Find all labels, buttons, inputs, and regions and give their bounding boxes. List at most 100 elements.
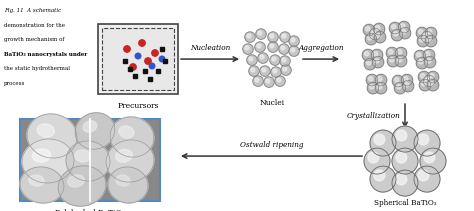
Circle shape — [271, 67, 281, 77]
Ellipse shape — [110, 117, 154, 157]
Circle shape — [281, 65, 291, 75]
Circle shape — [393, 32, 398, 36]
Bar — [143, 69, 147, 73]
Circle shape — [416, 57, 428, 69]
Circle shape — [256, 29, 266, 39]
Circle shape — [370, 130, 396, 156]
Circle shape — [377, 85, 382, 89]
Circle shape — [273, 69, 277, 73]
Circle shape — [277, 78, 281, 82]
Circle shape — [414, 166, 440, 192]
Text: the static hydrothermal: the static hydrothermal — [4, 66, 70, 71]
Circle shape — [370, 166, 396, 192]
Circle shape — [374, 170, 385, 181]
Circle shape — [376, 34, 381, 38]
FancyBboxPatch shape — [20, 119, 160, 201]
Circle shape — [419, 38, 424, 42]
Circle shape — [399, 27, 411, 39]
Circle shape — [427, 79, 439, 91]
Circle shape — [291, 38, 295, 42]
Circle shape — [280, 56, 290, 66]
Bar — [163, 59, 167, 63]
Circle shape — [249, 57, 253, 61]
Circle shape — [366, 74, 378, 86]
Text: growth mechanism of: growth mechanism of — [4, 37, 64, 42]
Bar — [128, 67, 132, 71]
Circle shape — [391, 29, 403, 41]
Circle shape — [418, 134, 429, 145]
Circle shape — [368, 77, 373, 81]
Circle shape — [365, 27, 370, 31]
Circle shape — [262, 68, 266, 72]
Circle shape — [429, 82, 434, 86]
Circle shape — [414, 130, 440, 156]
Circle shape — [289, 36, 299, 46]
Circle shape — [403, 77, 408, 81]
Circle shape — [392, 126, 418, 152]
Circle shape — [426, 52, 430, 56]
Circle shape — [367, 82, 379, 94]
Ellipse shape — [106, 140, 154, 182]
Circle shape — [264, 77, 274, 87]
Circle shape — [367, 36, 372, 40]
Ellipse shape — [27, 114, 77, 158]
Circle shape — [258, 31, 262, 35]
Circle shape — [392, 170, 418, 196]
Text: Ostwald ripening: Ostwald ripening — [240, 141, 303, 149]
FancyBboxPatch shape — [102, 28, 174, 90]
Bar — [133, 74, 137, 78]
Circle shape — [257, 44, 261, 48]
Circle shape — [394, 78, 399, 82]
Circle shape — [255, 42, 265, 52]
Circle shape — [368, 152, 379, 163]
Circle shape — [363, 24, 375, 36]
Circle shape — [398, 58, 402, 62]
Circle shape — [370, 85, 374, 89]
Circle shape — [366, 61, 371, 65]
Circle shape — [268, 42, 278, 52]
Circle shape — [243, 44, 253, 54]
Circle shape — [424, 34, 428, 38]
Ellipse shape — [75, 150, 90, 162]
Circle shape — [389, 50, 393, 54]
Circle shape — [282, 34, 286, 38]
Circle shape — [247, 34, 251, 38]
Circle shape — [372, 56, 384, 68]
Circle shape — [426, 78, 430, 82]
Circle shape — [420, 148, 446, 174]
Circle shape — [392, 25, 396, 29]
Ellipse shape — [116, 149, 132, 162]
Circle shape — [421, 82, 426, 86]
Circle shape — [414, 50, 426, 62]
Circle shape — [428, 38, 432, 42]
Circle shape — [374, 134, 385, 145]
Circle shape — [419, 60, 423, 64]
Circle shape — [423, 75, 435, 87]
Text: Precursors: Precursors — [117, 102, 159, 110]
Circle shape — [362, 49, 374, 61]
Circle shape — [365, 33, 377, 45]
Circle shape — [396, 152, 407, 163]
Ellipse shape — [29, 175, 44, 186]
Circle shape — [260, 55, 264, 59]
Circle shape — [417, 53, 421, 57]
Circle shape — [135, 53, 141, 59]
Ellipse shape — [20, 167, 64, 203]
Circle shape — [245, 46, 249, 50]
Circle shape — [424, 56, 436, 68]
Circle shape — [258, 53, 268, 63]
Text: Polyhedral BaTiO₃: Polyhedral BaTiO₃ — [55, 209, 125, 211]
Circle shape — [152, 50, 158, 56]
Circle shape — [396, 130, 407, 141]
Circle shape — [390, 58, 394, 62]
Ellipse shape — [22, 139, 74, 183]
Ellipse shape — [119, 126, 134, 138]
Text: Crystallization: Crystallization — [346, 112, 400, 120]
Circle shape — [279, 44, 289, 54]
Circle shape — [401, 74, 413, 86]
Circle shape — [419, 79, 431, 91]
Text: Nuclei: Nuclei — [259, 99, 284, 107]
Text: Spherical BaTiO₃: Spherical BaTiO₃ — [374, 199, 436, 207]
Circle shape — [387, 55, 399, 67]
Circle shape — [268, 32, 278, 42]
